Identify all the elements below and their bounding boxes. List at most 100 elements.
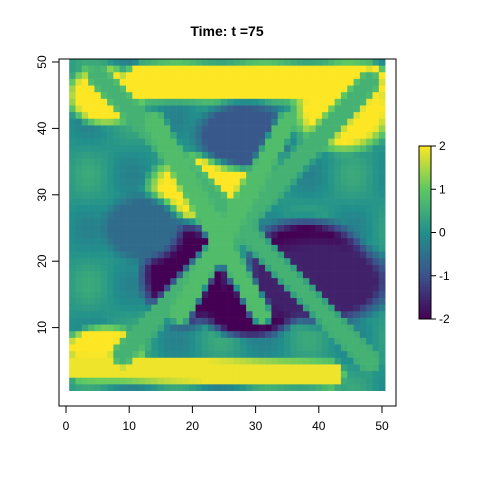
heatmap-cell bbox=[334, 237, 342, 245]
heatmap-cell bbox=[151, 304, 158, 312]
heatmap-cell bbox=[252, 291, 260, 299]
heatmap-cell bbox=[290, 277, 297, 285]
heatmap-cell bbox=[303, 85, 310, 93]
heatmap-cell bbox=[340, 370, 348, 378]
heatmap-cell bbox=[220, 231, 228, 239]
heatmap-cell bbox=[119, 138, 127, 146]
heatmap-cell bbox=[81, 191, 89, 199]
heatmap-cell bbox=[132, 145, 139, 152]
heatmap-cell bbox=[265, 297, 272, 305]
heatmap-cell bbox=[201, 370, 209, 378]
heatmap-cell bbox=[100, 384, 108, 391]
heatmap-cell bbox=[227, 131, 234, 139]
heatmap-cell bbox=[220, 257, 228, 265]
heatmap-cell bbox=[246, 191, 253, 199]
heatmap-cell bbox=[81, 251, 89, 259]
heatmap-cell bbox=[233, 218, 241, 225]
heatmap-cell bbox=[94, 78, 102, 86]
colorbar-swatch bbox=[419, 262, 431, 266]
heatmap-cell bbox=[296, 291, 304, 299]
heatmap-cell bbox=[138, 324, 146, 332]
heatmap-cell bbox=[163, 344, 171, 352]
heatmap-cell bbox=[284, 218, 291, 225]
heatmap-cell bbox=[353, 271, 361, 279]
heatmap-cell bbox=[163, 271, 171, 279]
heatmap-cell bbox=[107, 105, 114, 113]
heatmap-cell bbox=[138, 178, 146, 186]
heatmap-cell bbox=[157, 284, 165, 292]
heatmap-cell bbox=[189, 370, 196, 378]
heatmap-cell bbox=[290, 237, 297, 245]
heatmap-cell bbox=[182, 78, 190, 86]
heatmap-cell bbox=[378, 171, 386, 179]
heatmap-cell bbox=[145, 164, 152, 172]
heatmap-cell bbox=[119, 224, 127, 232]
heatmap-cell bbox=[138, 71, 146, 79]
heatmap-cell bbox=[151, 344, 158, 352]
heatmap-cell bbox=[258, 85, 266, 93]
heatmap-cell bbox=[315, 257, 323, 265]
heatmap-cell bbox=[201, 131, 209, 139]
heatmap-cell bbox=[246, 364, 253, 372]
heatmap-cell bbox=[138, 224, 146, 232]
heatmap-cell bbox=[151, 297, 158, 305]
heatmap-cell bbox=[233, 204, 241, 212]
heatmap-cell bbox=[296, 337, 304, 345]
heatmap-cell bbox=[359, 58, 367, 66]
heatmap-cell bbox=[315, 85, 323, 93]
heatmap-cell bbox=[258, 257, 266, 265]
heatmap-cell bbox=[315, 311, 323, 318]
heatmap-cell bbox=[246, 324, 253, 332]
heatmap-cell bbox=[347, 125, 354, 133]
heatmap-cell bbox=[107, 224, 114, 232]
heatmap-cell bbox=[132, 357, 139, 365]
heatmap-cell bbox=[347, 271, 354, 279]
heatmap-cell bbox=[157, 257, 165, 265]
heatmap-cell bbox=[189, 264, 196, 272]
heatmap-cell bbox=[340, 178, 348, 186]
heatmap-cell bbox=[258, 311, 266, 318]
heatmap-cell bbox=[246, 370, 253, 378]
heatmap-cell bbox=[239, 244, 247, 252]
heatmap-cell bbox=[189, 231, 196, 239]
heatmap-cell bbox=[303, 118, 310, 126]
heatmap-cell bbox=[170, 384, 177, 391]
heatmap-cell bbox=[309, 85, 316, 93]
heatmap-cell bbox=[233, 58, 241, 66]
heatmap-cell bbox=[208, 377, 215, 385]
heatmap-cell bbox=[182, 384, 190, 391]
heatmap-cell bbox=[353, 357, 361, 365]
heatmap-cell bbox=[258, 304, 266, 312]
heatmap-cell bbox=[353, 231, 361, 239]
heatmap-cell bbox=[170, 350, 177, 358]
heatmap-cell bbox=[359, 350, 367, 358]
heatmap-cell bbox=[334, 151, 342, 159]
heatmap-cell bbox=[151, 204, 158, 212]
heatmap-cell bbox=[145, 284, 152, 292]
heatmap-cell bbox=[113, 344, 121, 352]
heatmap-cell bbox=[113, 224, 121, 232]
heatmap-cell bbox=[277, 218, 285, 225]
heatmap-cell bbox=[69, 297, 76, 305]
heatmap-cell bbox=[347, 171, 354, 179]
heatmap-cell bbox=[347, 178, 354, 186]
heatmap-cell bbox=[303, 377, 310, 385]
heatmap-cell bbox=[94, 211, 102, 219]
heatmap-cell bbox=[113, 198, 121, 206]
heatmap-cell bbox=[138, 271, 146, 279]
heatmap-cell bbox=[353, 297, 361, 305]
colorbar-swatch bbox=[419, 237, 431, 242]
heatmap-cell bbox=[265, 65, 272, 73]
heatmap-cell bbox=[208, 317, 215, 325]
heatmap-cell bbox=[353, 131, 361, 139]
heatmap-cell bbox=[81, 98, 89, 106]
heatmap-cell bbox=[208, 211, 215, 219]
heatmap-cell bbox=[81, 337, 89, 345]
heatmap-cell bbox=[170, 98, 177, 106]
heatmap-cell bbox=[75, 317, 83, 325]
heatmap-cell bbox=[69, 284, 76, 292]
heatmap-cell bbox=[75, 171, 83, 179]
heatmap-cell bbox=[113, 350, 121, 358]
heatmap-cell bbox=[182, 237, 190, 245]
heatmap-cell bbox=[195, 125, 203, 133]
